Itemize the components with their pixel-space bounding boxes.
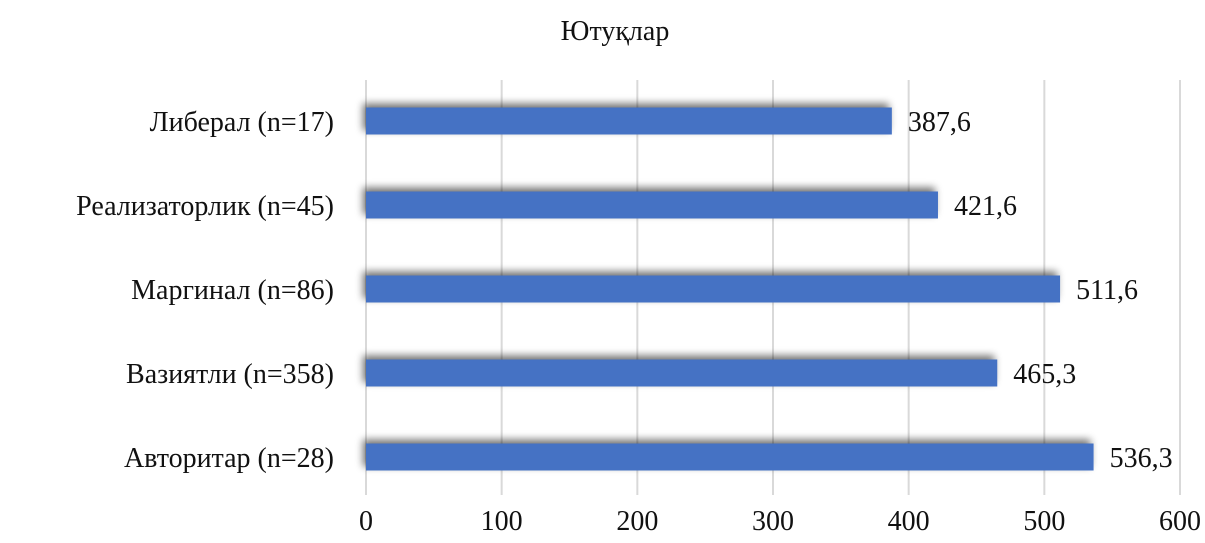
bar (366, 359, 998, 387)
data-label: 511,6 (1076, 275, 1138, 306)
x-tick-label: 0 (359, 506, 373, 537)
bar (366, 107, 892, 135)
x-tick-label: 600 (1159, 506, 1201, 537)
bar (366, 191, 938, 219)
bars (366, 107, 1094, 471)
data-label: 536,3 (1110, 443, 1173, 474)
chart-title: Ютуқлар (561, 16, 670, 47)
data-label: 421,6 (954, 191, 1017, 222)
x-tick-label: 100 (481, 506, 523, 537)
category-label: Авторитар (n=28) (124, 443, 334, 474)
x-tick-label: 200 (616, 506, 658, 537)
bar (366, 443, 1094, 471)
category-label: Либерал (n=17) (150, 107, 334, 138)
bar (366, 275, 1061, 303)
category-label: Вазиятли (n=358) (126, 359, 334, 390)
category-label: Реализаторлик (n=45) (76, 191, 334, 222)
x-tick-label: 400 (888, 506, 930, 537)
data-label: 387,6 (908, 107, 971, 138)
category-labels: Либерал (n=17) Реализаторлик (n=45) Маргин… (76, 107, 334, 474)
data-label: 465,3 (1013, 359, 1076, 390)
category-label: Маргинал (n=86) (131, 275, 334, 306)
x-tick-label: 500 (1023, 506, 1065, 537)
x-tick-label: 300 (752, 506, 794, 537)
x-axis-tick-labels: 0 100 200 300 400 500 600 (359, 506, 1201, 537)
data-labels: 387,6 421,6 511,6 465,3 536,3 (908, 107, 1173, 474)
